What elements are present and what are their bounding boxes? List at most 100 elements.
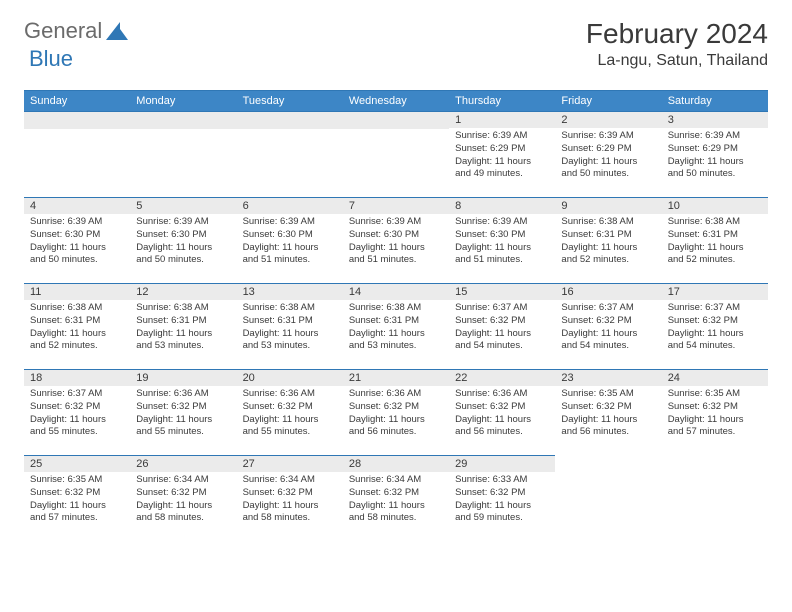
day-number: 11: [24, 284, 130, 300]
calendar-cell: 7Sunrise: 6:39 AMSunset: 6:30 PMDaylight…: [343, 198, 449, 284]
weekday-header: Friday: [555, 91, 661, 112]
day-content: Sunrise: 6:38 AMSunset: 6:31 PMDaylight:…: [662, 214, 768, 271]
calendar-cell: 15Sunrise: 6:37 AMSunset: 6:32 PMDayligh…: [449, 284, 555, 370]
day-content: Sunrise: 6:38 AMSunset: 6:31 PMDaylight:…: [555, 214, 661, 271]
day-content: Sunrise: 6:35 AMSunset: 6:32 PMDaylight:…: [555, 386, 661, 443]
day-number: 8: [449, 198, 555, 214]
calendar-cell: 11Sunrise: 6:38 AMSunset: 6:31 PMDayligh…: [24, 284, 130, 370]
day-content: Sunrise: 6:35 AMSunset: 6:32 PMDaylight:…: [24, 472, 130, 529]
day-number: 10: [662, 198, 768, 214]
day-content: Sunrise: 6:38 AMSunset: 6:31 PMDaylight:…: [130, 300, 236, 357]
day-content: Sunrise: 6:39 AMSunset: 6:30 PMDaylight:…: [237, 214, 343, 271]
day-number: 27: [237, 456, 343, 472]
weekday-header: Thursday: [449, 91, 555, 112]
day-content: Sunrise: 6:39 AMSunset: 6:29 PMDaylight:…: [662, 128, 768, 185]
calendar-cell: 4Sunrise: 6:39 AMSunset: 6:30 PMDaylight…: [24, 198, 130, 284]
calendar-cell: 12Sunrise: 6:38 AMSunset: 6:31 PMDayligh…: [130, 284, 236, 370]
calendar-row: 25Sunrise: 6:35 AMSunset: 6:32 PMDayligh…: [24, 456, 768, 542]
day-number: 9: [555, 198, 661, 214]
logo-triangle-icon: [106, 22, 128, 40]
day-number-empty: [24, 112, 130, 129]
day-content: Sunrise: 6:35 AMSunset: 6:32 PMDaylight:…: [662, 386, 768, 443]
calendar-cell: 8Sunrise: 6:39 AMSunset: 6:30 PMDaylight…: [449, 198, 555, 284]
calendar-row: 11Sunrise: 6:38 AMSunset: 6:31 PMDayligh…: [24, 284, 768, 370]
day-number: 28: [343, 456, 449, 472]
day-number-empty: [343, 112, 449, 129]
calendar-table: SundayMondayTuesdayWednesdayThursdayFrid…: [24, 90, 768, 542]
day-number: 20: [237, 370, 343, 386]
logo: General: [24, 18, 130, 44]
day-content: Sunrise: 6:36 AMSunset: 6:32 PMDaylight:…: [343, 386, 449, 443]
location: La-ngu, Satun, Thailand: [586, 52, 768, 70]
calendar-cell: 22Sunrise: 6:36 AMSunset: 6:32 PMDayligh…: [449, 370, 555, 456]
day-number: 25: [24, 456, 130, 472]
day-number: 3: [662, 112, 768, 128]
calendar-cell: 25Sunrise: 6:35 AMSunset: 6:32 PMDayligh…: [24, 456, 130, 542]
calendar-cell-empty: [237, 112, 343, 198]
day-content: Sunrise: 6:38 AMSunset: 6:31 PMDaylight:…: [237, 300, 343, 357]
calendar-cell: 23Sunrise: 6:35 AMSunset: 6:32 PMDayligh…: [555, 370, 661, 456]
day-number: 26: [130, 456, 236, 472]
calendar-cell-empty: [24, 112, 130, 198]
day-number: 6: [237, 198, 343, 214]
calendar-cell: 20Sunrise: 6:36 AMSunset: 6:32 PMDayligh…: [237, 370, 343, 456]
day-number: 29: [449, 456, 555, 472]
calendar-cell: 9Sunrise: 6:38 AMSunset: 6:31 PMDaylight…: [555, 198, 661, 284]
calendar-cell: 3Sunrise: 6:39 AMSunset: 6:29 PMDaylight…: [662, 112, 768, 198]
day-content: Sunrise: 6:34 AMSunset: 6:32 PMDaylight:…: [343, 472, 449, 529]
day-number: 12: [130, 284, 236, 300]
day-content: Sunrise: 6:37 AMSunset: 6:32 PMDaylight:…: [555, 300, 661, 357]
calendar-cell: 17Sunrise: 6:37 AMSunset: 6:32 PMDayligh…: [662, 284, 768, 370]
day-number: 7: [343, 198, 449, 214]
calendar-cell: 26Sunrise: 6:34 AMSunset: 6:32 PMDayligh…: [130, 456, 236, 542]
day-number: 17: [662, 284, 768, 300]
day-number: 5: [130, 198, 236, 214]
weekday-header: Monday: [130, 91, 236, 112]
day-content: Sunrise: 6:39 AMSunset: 6:30 PMDaylight:…: [24, 214, 130, 271]
day-content: Sunrise: 6:36 AMSunset: 6:32 PMDaylight:…: [449, 386, 555, 443]
day-content: Sunrise: 6:37 AMSunset: 6:32 PMDaylight:…: [24, 386, 130, 443]
calendar-cell-empty: [130, 112, 236, 198]
weekday-header: Tuesday: [237, 91, 343, 112]
day-content: Sunrise: 6:33 AMSunset: 6:32 PMDaylight:…: [449, 472, 555, 529]
calendar-row: 18Sunrise: 6:37 AMSunset: 6:32 PMDayligh…: [24, 370, 768, 456]
day-content: Sunrise: 6:39 AMSunset: 6:30 PMDaylight:…: [449, 214, 555, 271]
day-number: 2: [555, 112, 661, 128]
day-number-empty: [237, 112, 343, 129]
day-number: 13: [237, 284, 343, 300]
calendar-cell: 14Sunrise: 6:38 AMSunset: 6:31 PMDayligh…: [343, 284, 449, 370]
day-number: 21: [343, 370, 449, 386]
day-content: Sunrise: 6:34 AMSunset: 6:32 PMDaylight:…: [237, 472, 343, 529]
day-number: 18: [24, 370, 130, 386]
day-content: Sunrise: 6:39 AMSunset: 6:29 PMDaylight:…: [555, 128, 661, 185]
calendar-cell: 5Sunrise: 6:39 AMSunset: 6:30 PMDaylight…: [130, 198, 236, 284]
day-number-empty: [130, 112, 236, 129]
calendar-cell-empty: [343, 112, 449, 198]
calendar-cell: 16Sunrise: 6:37 AMSunset: 6:32 PMDayligh…: [555, 284, 661, 370]
calendar-cell: 21Sunrise: 6:36 AMSunset: 6:32 PMDayligh…: [343, 370, 449, 456]
calendar-cell: 1Sunrise: 6:39 AMSunset: 6:29 PMDaylight…: [449, 112, 555, 198]
weekday-header: Sunday: [24, 91, 130, 112]
calendar-cell: 24Sunrise: 6:35 AMSunset: 6:32 PMDayligh…: [662, 370, 768, 456]
calendar-row: 4Sunrise: 6:39 AMSunset: 6:30 PMDaylight…: [24, 198, 768, 284]
weekday-header: Wednesday: [343, 91, 449, 112]
day-number: 23: [555, 370, 661, 386]
calendar-cell: 6Sunrise: 6:39 AMSunset: 6:30 PMDaylight…: [237, 198, 343, 284]
calendar-cell-empty: [662, 456, 768, 542]
day-content: Sunrise: 6:36 AMSunset: 6:32 PMDaylight:…: [237, 386, 343, 443]
day-content: Sunrise: 6:34 AMSunset: 6:32 PMDaylight:…: [130, 472, 236, 529]
calendar-cell: 29Sunrise: 6:33 AMSunset: 6:32 PMDayligh…: [449, 456, 555, 542]
calendar-cell: 2Sunrise: 6:39 AMSunset: 6:29 PMDaylight…: [555, 112, 661, 198]
calendar-cell: 28Sunrise: 6:34 AMSunset: 6:32 PMDayligh…: [343, 456, 449, 542]
day-number: 19: [130, 370, 236, 386]
calendar-cell: 27Sunrise: 6:34 AMSunset: 6:32 PMDayligh…: [237, 456, 343, 542]
day-number: 1: [449, 112, 555, 128]
calendar-cell-empty: [555, 456, 661, 542]
day-content: Sunrise: 6:36 AMSunset: 6:32 PMDaylight:…: [130, 386, 236, 443]
weekday-header: Saturday: [662, 91, 768, 112]
calendar-cell: 13Sunrise: 6:38 AMSunset: 6:31 PMDayligh…: [237, 284, 343, 370]
title-block: February 2024 La-ngu, Satun, Thailand: [586, 18, 768, 70]
day-content: Sunrise: 6:37 AMSunset: 6:32 PMDaylight:…: [449, 300, 555, 357]
day-number: 15: [449, 284, 555, 300]
calendar-cell: 19Sunrise: 6:36 AMSunset: 6:32 PMDayligh…: [130, 370, 236, 456]
